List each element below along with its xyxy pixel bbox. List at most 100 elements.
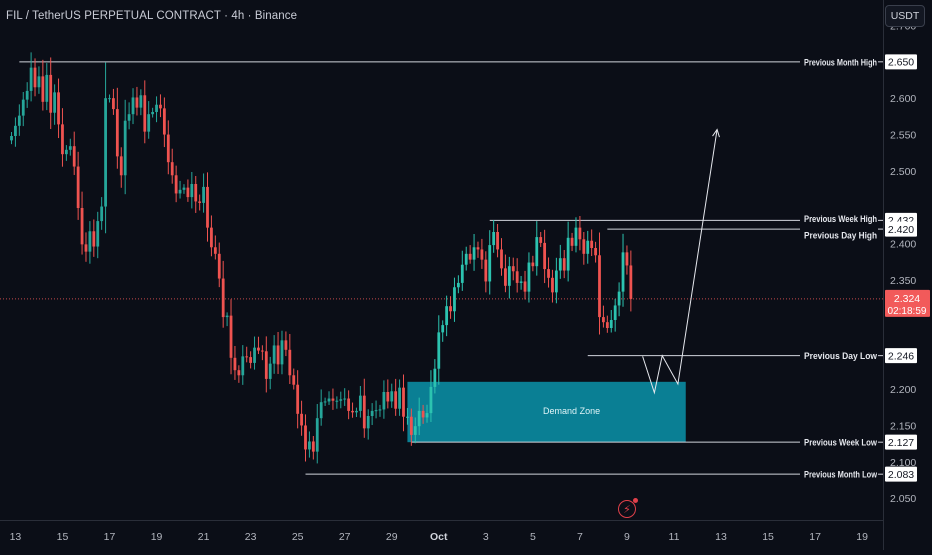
candle-down (170, 162, 174, 176)
candle-down (539, 237, 543, 243)
candle-down (162, 108, 166, 135)
y-tick-label: 2.550 (890, 130, 916, 142)
candle-up (339, 399, 343, 401)
candle-up (202, 186, 205, 203)
candle-down (347, 398, 351, 411)
candle-up (190, 184, 194, 198)
candle-up (108, 98, 111, 100)
bolt-icon[interactable]: ⚡ (618, 498, 638, 518)
candle-up (374, 410, 378, 412)
candle-down (112, 98, 115, 110)
candle-down (570, 237, 574, 246)
x-tick-label: 9 (624, 531, 630, 543)
notification-dot (633, 498, 638, 503)
candle-down (249, 357, 253, 363)
x-tick-label: 3 (483, 531, 489, 543)
x-tick-label: 5 (530, 531, 536, 543)
candle-down (386, 392, 390, 402)
level-label: Previous Day Low (804, 351, 878, 362)
candle-up (429, 386, 433, 414)
candle-down (598, 255, 601, 318)
demand-zone-label: Demand Zone (543, 406, 600, 416)
candle-up (25, 90, 29, 100)
candle-down (194, 184, 198, 202)
candle-down (629, 265, 633, 299)
demand-zone[interactable] (407, 381, 686, 443)
candle-down (57, 92, 60, 125)
candle-up (323, 401, 327, 403)
candle-down (49, 74, 53, 113)
candle-down (394, 391, 398, 409)
candle-up (417, 410, 421, 427)
candle-up (182, 187, 186, 190)
candle-down (233, 357, 237, 371)
candle-up (507, 266, 511, 286)
x-tick-label: 29 (386, 531, 398, 543)
x-tick-label: 15 (762, 531, 774, 543)
candle-down (484, 259, 488, 282)
level-label: Previous Day High (804, 231, 877, 242)
candle-down (166, 134, 170, 163)
candle-up (151, 112, 155, 115)
price-tag-label: 2.420 (888, 224, 914, 236)
candle-up (29, 67, 33, 91)
candle-down (288, 349, 292, 376)
candle-up (378, 409, 382, 411)
candle-down (562, 258, 566, 271)
projection-path (642, 129, 718, 395)
candle-up (104, 98, 107, 207)
level-label: Previous Month Low (804, 470, 877, 481)
candle-up (519, 281, 523, 283)
candle-up (441, 325, 445, 333)
candle-up (335, 400, 339, 402)
candle-up (355, 410, 358, 413)
candle-up (472, 247, 476, 260)
candle-up (437, 332, 441, 369)
candle-up (613, 305, 617, 320)
candle-up (319, 402, 323, 419)
price-tag-label: 2.127 (888, 437, 914, 449)
candle-up (127, 114, 131, 121)
candle-up (343, 398, 347, 400)
candle-down (523, 281, 527, 292)
candle-down (210, 227, 213, 248)
candle-up (398, 387, 401, 409)
candle-up (566, 237, 570, 271)
candle-down (449, 306, 452, 312)
candle-down (331, 398, 335, 401)
candle-up (10, 136, 13, 141)
candle-down (304, 425, 307, 450)
candle-down (237, 370, 241, 376)
candle-down (159, 104, 162, 109)
candle-down (264, 351, 268, 379)
candle-up (390, 391, 394, 402)
candle-up (280, 340, 284, 365)
candle-down (531, 262, 535, 267)
candle-down (61, 124, 64, 155)
candle-up (433, 368, 437, 387)
candle-up (131, 97, 135, 115)
candle-up (241, 356, 245, 376)
candle-down (351, 410, 354, 413)
candle-down (515, 271, 519, 283)
candle-up (445, 306, 449, 326)
candle-up (53, 92, 57, 113)
currency-button[interactable]: USDT (885, 5, 925, 27)
candle-up (574, 227, 578, 246)
candle-down (276, 345, 280, 365)
price-tag-bg (885, 54, 917, 70)
candle-down (496, 232, 499, 250)
candle-down (72, 146, 76, 167)
candle-up (621, 252, 625, 292)
candle-down (292, 375, 296, 385)
candle-down (551, 277, 554, 293)
candle-down (594, 248, 597, 256)
price-tag-bg (885, 221, 917, 237)
x-tick-label: 15 (57, 531, 69, 543)
x-tick-label: 17 (104, 531, 116, 543)
candle-down (33, 67, 37, 88)
y-tick-label: 2.100 (890, 457, 916, 469)
x-tick-label: 21 (198, 531, 210, 543)
